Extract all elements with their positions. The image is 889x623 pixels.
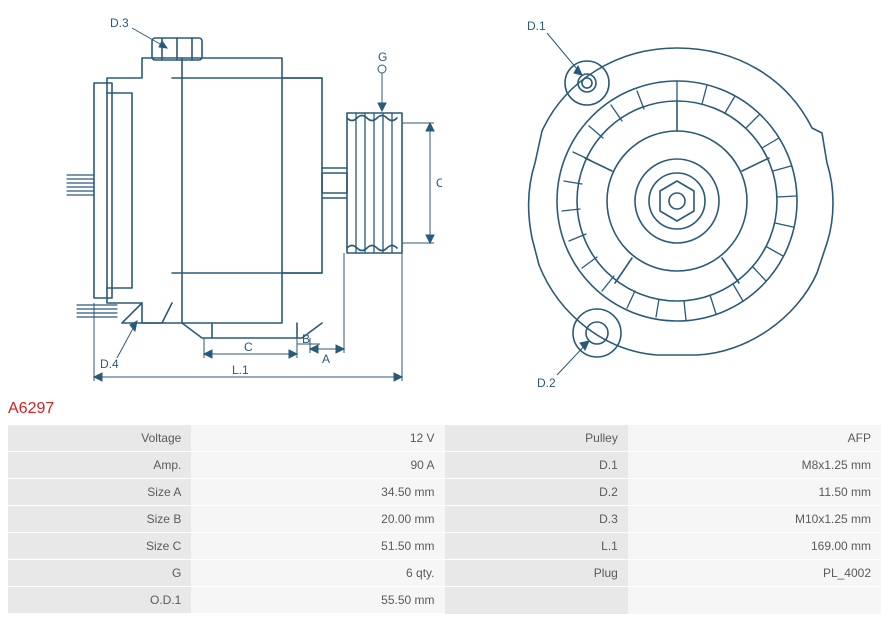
spec-row: Size A34.50 mm (8, 479, 445, 506)
spec-value: AFP (628, 425, 881, 451)
spec-column-left: Voltage12 VAmp.90 ASize A34.50 mmSize B2… (8, 425, 445, 614)
part-number: A6297 (8, 400, 54, 418)
spec-label (445, 587, 628, 614)
spec-value: 169.00 mm (628, 533, 881, 559)
spec-row: PlugPL_4002 (445, 560, 882, 587)
technical-drawings: D.3 G O.D.1 D.4 A B C L.1 (0, 0, 889, 395)
spec-row: Amp.90 A (8, 452, 445, 479)
spec-value: M8x1.25 mm (628, 452, 881, 478)
drawing-side-view: D.3 G O.D.1 D.4 A B C L.1 (22, 3, 442, 393)
spec-row: Size B20.00 mm (8, 506, 445, 533)
spec-label: D.3 (445, 506, 628, 532)
spec-value: 6 qty. (191, 560, 444, 586)
label-g: G (378, 50, 387, 64)
spec-label: G (8, 560, 191, 586)
spec-label: Voltage (8, 425, 191, 451)
spec-label: Size A (8, 479, 191, 505)
spec-row: Size C51.50 mm (8, 533, 445, 560)
spec-row: D.3M10x1.25 mm (445, 506, 882, 533)
spec-label: Plug (445, 560, 628, 586)
spec-value: 51.50 mm (191, 533, 444, 559)
spec-row: O.D.155.50 mm (8, 587, 445, 614)
spec-row: D.211.50 mm (445, 479, 882, 506)
spec-row: D.1M8x1.25 mm (445, 452, 882, 479)
spec-value: 11.50 mm (628, 479, 881, 505)
spec-column-right: PulleyAFPD.1M8x1.25 mmD.211.50 mmD.3M10x… (445, 425, 882, 614)
spec-row: PulleyAFP (445, 425, 882, 452)
label-a: A (322, 352, 330, 366)
spec-row: Voltage12 V (8, 425, 445, 452)
spec-row: G6 qty. (8, 560, 445, 587)
label-d3: D.3 (110, 16, 129, 30)
label-l1: L.1 (232, 363, 249, 377)
spec-label: Amp. (8, 452, 191, 478)
spec-value: 55.50 mm (191, 587, 444, 613)
label-d4: D.4 (100, 357, 119, 371)
spec-label: Size C (8, 533, 191, 559)
spec-value (628, 587, 881, 614)
spec-value: M10x1.25 mm (628, 506, 881, 532)
spec-value: 12 V (191, 425, 444, 451)
spec-label: L.1 (445, 533, 628, 559)
spec-table: Voltage12 VAmp.90 ASize A34.50 mmSize B2… (8, 425, 881, 614)
spec-label: O.D.1 (8, 587, 191, 613)
spec-row: L.1169.00 mm (445, 533, 882, 560)
spec-label: D.1 (445, 452, 628, 478)
spec-value: 90 A (191, 452, 444, 478)
label-od1: O.D.1 (436, 176, 442, 190)
spec-value: PL_4002 (628, 560, 881, 586)
spec-row (445, 587, 882, 614)
spec-label: D.2 (445, 479, 628, 505)
label-c: C (244, 340, 253, 354)
spec-value: 34.50 mm (191, 479, 444, 505)
label-b: B (302, 332, 310, 346)
spec-value: 20.00 mm (191, 506, 444, 532)
spec-label: Pulley (445, 425, 628, 451)
label-d2: D.2 (537, 376, 556, 390)
spec-label: Size B (8, 506, 191, 532)
drawing-front-view: D.1 D.2 (487, 3, 867, 393)
label-d1: D.1 (527, 19, 546, 33)
